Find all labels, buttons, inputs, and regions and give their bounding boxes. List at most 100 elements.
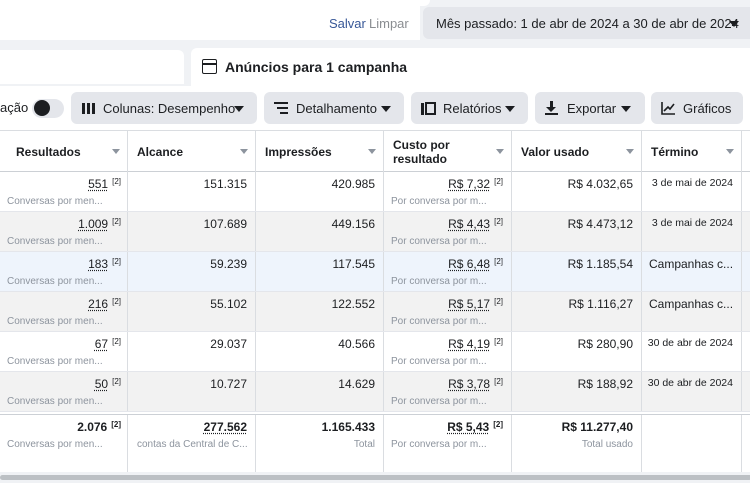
impressions-value: 14.629 xyxy=(338,377,375,391)
reports-button-label: Relatórios xyxy=(443,101,502,116)
results-sub: Conversas por men... xyxy=(7,316,125,327)
cost-sub: Por conversa por m... xyxy=(391,196,509,207)
cost-value[interactable]: R$ 3,78 xyxy=(448,377,490,391)
reach-value: 151.315 xyxy=(204,177,247,191)
breakdown-icon xyxy=(274,102,288,115)
spent-value: R$ 1.185,54 xyxy=(568,257,633,271)
table-row[interactable]: 67 [2] Conversas por men... 29.037 40.566… xyxy=(0,332,750,372)
top-bar: Salvar Limpar Mês passado: 1 de abr de 2… xyxy=(0,0,750,44)
impressions-value: 420.985 xyxy=(332,177,375,191)
column-header-more xyxy=(742,131,750,172)
end-value: Campanhas c... xyxy=(649,257,733,271)
cost-sub: Por conversa por m... xyxy=(391,396,509,407)
total-spent-value: R$ 11.277,40 xyxy=(562,420,633,434)
table-header: Resultados Alcance Impressões Custo por … xyxy=(0,130,750,172)
results-value[interactable]: 551 xyxy=(88,177,108,191)
totals-row: 2.076 [2] Conversas por men... 277.562 co… xyxy=(0,414,750,472)
columns-button-label: Colunas: Desempenho xyxy=(103,101,235,116)
date-range-label: Mês passado: 1 de abr de 2024 a 30 de ab… xyxy=(436,16,739,31)
cost-value[interactable]: R$ 6,48 xyxy=(448,257,490,271)
table-row[interactable]: 50 [2] Conversas por men... 10.727 14.629… xyxy=(0,372,750,412)
cost-sub: Por conversa por m... xyxy=(391,236,509,247)
results-sub: Conversas por men... xyxy=(7,276,125,287)
total-impressions-value: 1.165.433 xyxy=(322,420,375,434)
results-value[interactable]: 67 xyxy=(95,337,108,351)
ads-tab[interactable]: Anúncios para 1 campanha xyxy=(191,48,750,86)
total-reach-sub: contas da Central de C... xyxy=(137,439,255,450)
column-header-end[interactable]: Término xyxy=(642,131,742,172)
spent-value: R$ 1.116,27 xyxy=(569,297,634,311)
end-value: 30 de abr de 2024 xyxy=(648,377,733,389)
column-header-amount-spent[interactable]: Valor usado xyxy=(512,131,642,172)
table-row[interactable]: 551 [2] Conversas por men... 151.315 420.… xyxy=(0,172,750,212)
total-impressions-sub: Total xyxy=(354,439,375,450)
total-results-value: 2.076 xyxy=(77,420,107,434)
results-value[interactable]: 183 xyxy=(88,257,108,271)
impressions-value: 122.552 xyxy=(332,297,375,311)
table-row[interactable]: 1.009 [2] Conversas por men... 107.689 44… xyxy=(0,212,750,252)
columns-button[interactable]: Colunas: Desempenho xyxy=(71,92,257,124)
column-header-impressions[interactable]: Impressões xyxy=(256,131,384,172)
campaigns-tab[interactable] xyxy=(0,50,184,84)
save-link[interactable]: Salvar xyxy=(329,16,366,31)
results-value[interactable]: 216 xyxy=(88,297,108,311)
results-value[interactable]: 1.009 xyxy=(78,217,108,231)
chevron-down-icon xyxy=(621,106,631,112)
reach-value: 10.727 xyxy=(210,377,247,391)
toggle-switch[interactable] xyxy=(32,99,64,118)
toggle-label: ação xyxy=(0,100,28,115)
charts-button[interactable]: Gráficos xyxy=(651,92,743,124)
clear-link[interactable]: Limpar xyxy=(369,16,409,31)
breakdown-button[interactable]: Detalhamento xyxy=(264,92,404,124)
sort-icon xyxy=(112,149,120,154)
reach-value: 29.037 xyxy=(210,337,247,351)
end-value: 30 de abr de 2024 xyxy=(648,337,733,349)
table-row[interactable]: 183 [2] Conversas por men... 59.239 117.5… xyxy=(0,252,750,292)
export-button[interactable]: Exportar xyxy=(535,92,645,124)
impressions-value: 117.545 xyxy=(333,257,376,271)
columns-icon xyxy=(82,103,96,114)
results-sub: Conversas por men... xyxy=(7,196,125,207)
cost-value[interactable]: R$ 7,32 xyxy=(448,177,490,191)
spent-value: R$ 4.473,12 xyxy=(568,217,633,231)
cost-value[interactable]: R$ 4,43 xyxy=(448,217,490,231)
chevron-down-icon xyxy=(234,106,244,112)
cost-sub: Por conversa por m... xyxy=(391,356,509,367)
date-range-picker[interactable]: Mês passado: 1 de abr de 2024 a 30 de ab… xyxy=(423,7,750,39)
total-reach-value[interactable]: 277.562 xyxy=(204,420,247,434)
impressions-value: 40.566 xyxy=(338,337,375,351)
scrollbar-thumb[interactable] xyxy=(0,475,750,480)
chevron-down-icon xyxy=(505,106,515,112)
end-value: Campanhas c... xyxy=(649,297,733,311)
total-results-sub: Conversas por men... xyxy=(7,439,125,450)
column-header-cost-per-result[interactable]: Custo por resultado xyxy=(384,131,512,172)
cost-value[interactable]: R$ 4,19 xyxy=(448,337,490,351)
sort-icon xyxy=(368,149,376,154)
ads-tab-title: Anúncios para 1 campanha xyxy=(225,59,407,75)
cost-value[interactable]: R$ 5,17 xyxy=(448,297,490,311)
total-cost-sub: Por conversa por m... xyxy=(391,439,509,450)
column-header-results[interactable]: Resultados xyxy=(0,131,128,172)
chart-icon xyxy=(661,101,676,115)
results-value[interactable]: 50 xyxy=(95,377,108,391)
export-button-label: Exportar xyxy=(567,101,616,116)
spent-value: R$ 280,90 xyxy=(578,337,633,351)
cost-sub: Por conversa por m... xyxy=(391,316,509,327)
total-cost-value[interactable]: R$ 5,43 xyxy=(447,420,489,434)
breakdown-button-label: Detalhamento xyxy=(296,101,377,116)
chevron-down-icon xyxy=(729,21,739,27)
horizontal-scrollbar[interactable] xyxy=(0,472,750,483)
window-icon xyxy=(202,59,217,74)
charts-button-label: Gráficos xyxy=(683,101,731,116)
impressions-value: 449.156 xyxy=(332,217,375,231)
spent-value: R$ 4.032,65 xyxy=(568,177,633,191)
cost-sub: Por conversa por m... xyxy=(391,276,509,287)
column-header-reach[interactable]: Alcance xyxy=(128,131,256,172)
chevron-down-icon xyxy=(381,106,391,112)
table-row[interactable]: 216 [2] Conversas por men... 55.102 122.5… xyxy=(0,292,750,332)
results-sub: Conversas por men... xyxy=(7,356,125,367)
sort-icon xyxy=(496,149,504,154)
sort-icon xyxy=(240,149,248,154)
download-icon xyxy=(545,101,558,115)
reports-button[interactable]: Relatórios xyxy=(411,92,528,124)
